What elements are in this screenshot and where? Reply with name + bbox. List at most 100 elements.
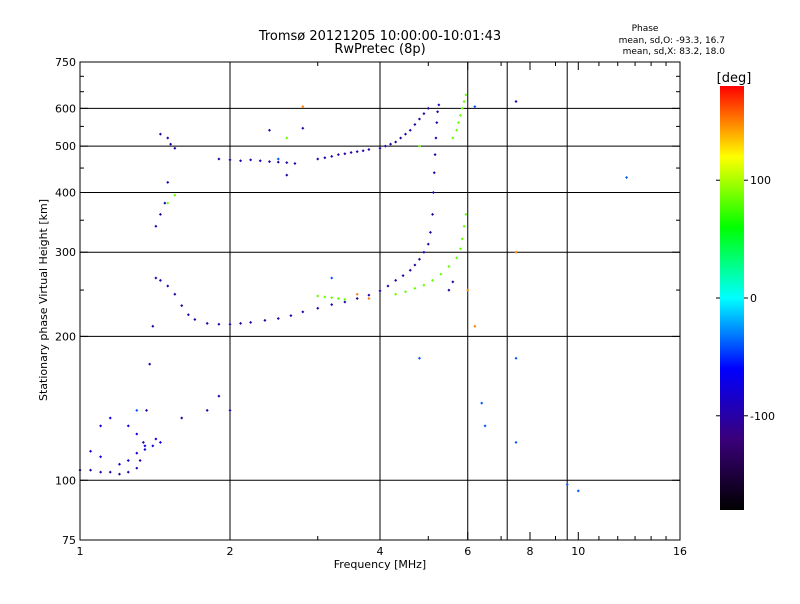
- data-point: [316, 294, 320, 298]
- data-point: [166, 180, 170, 184]
- x-tick-label: 2: [227, 545, 234, 558]
- data-point: [330, 296, 334, 300]
- data-point: [386, 284, 390, 288]
- data-point: [426, 242, 430, 246]
- data-point: [349, 150, 353, 154]
- data-point: [514, 100, 518, 104]
- data-point: [173, 292, 177, 296]
- data-point: [158, 278, 162, 282]
- data-point: [276, 160, 280, 164]
- x-axis-label: Frequency [MHz]: [334, 558, 426, 571]
- data-point: [143, 447, 147, 451]
- data-point: [460, 106, 464, 110]
- data-point: [458, 247, 462, 251]
- plot-grid: [80, 62, 680, 540]
- data-point: [431, 212, 435, 216]
- data-point: [408, 268, 412, 272]
- data-point: [193, 317, 197, 321]
- data-point: [228, 322, 232, 326]
- data-point: [158, 440, 162, 444]
- data-point: [394, 278, 398, 282]
- data-point: [89, 449, 93, 453]
- data-point: [439, 272, 443, 276]
- data-point: [436, 110, 440, 114]
- data-point: [151, 444, 155, 448]
- data-point: [166, 201, 170, 205]
- data-point: [576, 489, 580, 493]
- data-point: [228, 408, 232, 412]
- data-point: [462, 100, 466, 104]
- data-point: [336, 297, 340, 301]
- data-point: [276, 316, 280, 320]
- colorbar: [720, 86, 744, 510]
- phase-line-o: mean, sd,O: -93.3, 16.7: [619, 36, 725, 46]
- y-tick-label: 400: [55, 186, 76, 199]
- data-point: [108, 470, 112, 474]
- data-point: [413, 286, 417, 290]
- data-point: [330, 276, 334, 280]
- data-point: [457, 121, 461, 125]
- data-point: [180, 304, 184, 308]
- colorbar-label: [deg]: [717, 71, 752, 86]
- data-point: [135, 432, 139, 436]
- data-point: [417, 144, 421, 148]
- data-point: [301, 105, 305, 109]
- data-point: [126, 470, 130, 474]
- data-point: [126, 424, 130, 428]
- data-point: [180, 416, 184, 420]
- data-point: [455, 128, 459, 132]
- data-point: [205, 408, 209, 412]
- data-point: [154, 437, 158, 441]
- data-point: [217, 322, 221, 326]
- data-point: [141, 440, 145, 444]
- data-point: [417, 356, 421, 360]
- data-point: [285, 173, 289, 177]
- y-tick-label: 750: [55, 56, 76, 69]
- data-point: [413, 263, 417, 267]
- data-point: [451, 280, 455, 284]
- data-point: [431, 190, 435, 194]
- data-point: [186, 313, 190, 317]
- data-point: [367, 297, 371, 301]
- data-point: [158, 212, 162, 216]
- data-point: [126, 458, 130, 462]
- data-point: [205, 321, 209, 325]
- data-point: [625, 175, 629, 179]
- y-tick-label: 100: [55, 474, 76, 487]
- data-point: [394, 140, 398, 144]
- data-point: [217, 157, 221, 161]
- data-point: [99, 470, 103, 474]
- y-axis-label: Stationary phase Virtual Height [km]: [37, 199, 50, 401]
- data-point: [462, 224, 466, 228]
- data-point: [431, 278, 435, 282]
- data-point: [289, 314, 293, 318]
- data-point: [166, 136, 170, 140]
- data-point: [301, 310, 305, 314]
- colorbar-tick-label: 0: [750, 292, 757, 305]
- data-point: [145, 408, 149, 412]
- data-point: [336, 153, 340, 157]
- x-tick-label: 16: [673, 545, 687, 558]
- chart-title: Tromsø 20121205 10:00:00-10:01:43: [258, 29, 501, 44]
- data-point: [143, 444, 147, 448]
- data-point: [99, 424, 103, 428]
- x-tick-label: 4: [377, 545, 384, 558]
- data-point: [483, 424, 487, 428]
- data-point: [154, 276, 158, 280]
- data-point: [323, 295, 327, 299]
- data-point: [316, 306, 320, 310]
- x-axis-ticks: 1 2 4 6 8 10 16: [77, 62, 687, 558]
- data-point: [285, 136, 289, 140]
- data-point: [239, 159, 243, 163]
- data-point: [473, 105, 477, 109]
- data-point: [138, 458, 142, 462]
- x-tick-label: 6: [464, 545, 471, 558]
- data-point: [258, 159, 262, 163]
- data-point: [330, 154, 334, 158]
- data-point: [473, 324, 477, 328]
- data-point: [464, 212, 468, 216]
- data-point: [173, 193, 177, 197]
- y-tick-label: 75: [62, 534, 76, 547]
- y-tick-label: 500: [55, 140, 76, 153]
- data-point: [267, 160, 271, 164]
